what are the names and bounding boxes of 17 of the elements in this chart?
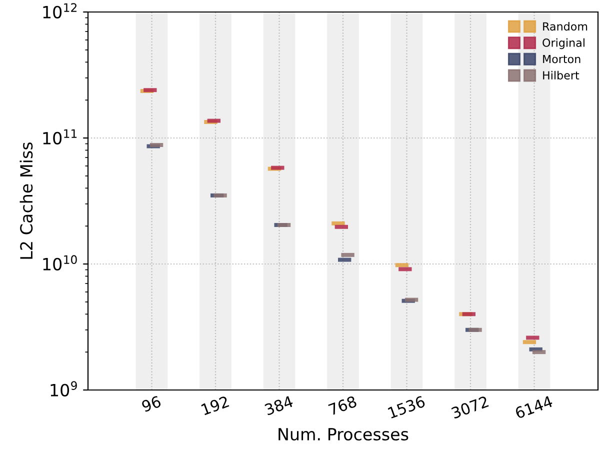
- legend-label: Morton: [543, 54, 580, 64]
- y-tick-label: 10$^{12}$: [43, 3, 76, 18]
- x-tick-label: 384: [264, 395, 294, 416]
- legend-label: Original: [542, 38, 584, 50]
- x-tick-label: 3072: [450, 396, 489, 419]
- y-axis-title: L2 Cache Miss: [20, 142, 33, 259]
- y-tick-label: 10$^{9}$: [50, 381, 77, 396]
- legend-label: Hilbert: [543, 70, 580, 80]
- x-tick-label: 768: [328, 395, 358, 416]
- x-tick-label: 192: [200, 396, 230, 416]
- legend-label: Random: [543, 22, 588, 31]
- x-tick-label: 96: [141, 395, 162, 412]
- y-tick-label: 10$^{11}$: [43, 129, 77, 144]
- x-axis-title: Num. Processes: [278, 428, 408, 441]
- y-tick-label: 10$^{10}$: [43, 255, 77, 270]
- x-tick-label: 6144: [514, 395, 554, 419]
- x-tick-label: 1536: [388, 395, 426, 419]
